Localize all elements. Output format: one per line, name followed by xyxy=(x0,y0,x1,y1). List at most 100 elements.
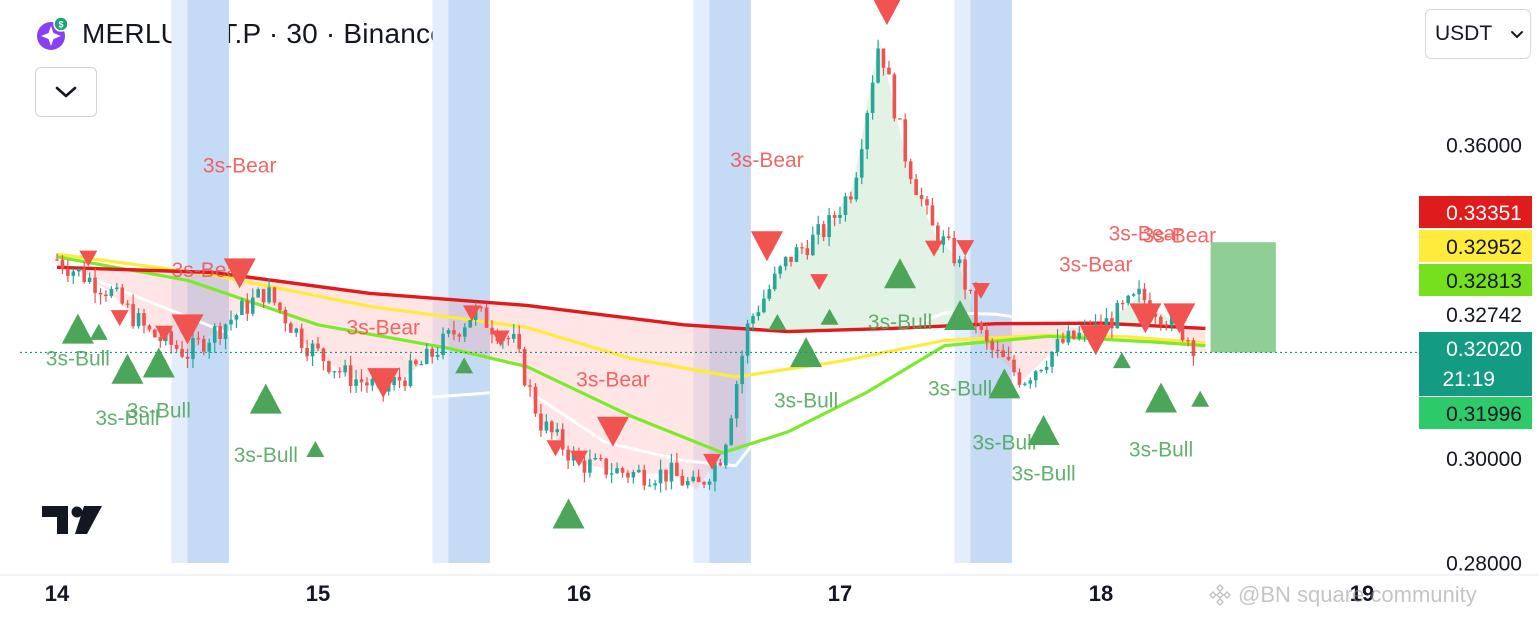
bear-signal-triangle xyxy=(223,258,256,289)
candle-bull xyxy=(310,343,315,357)
candle-bear xyxy=(185,356,190,359)
bull-signal-label: 3s-Bull xyxy=(774,389,838,412)
candle-bear xyxy=(1191,340,1196,357)
candle-bear xyxy=(995,349,1000,351)
candle-bear xyxy=(946,236,951,238)
candle-bull xyxy=(424,348,429,365)
candle-bull xyxy=(1104,318,1109,330)
candle-bear xyxy=(348,365,353,386)
candle-bear xyxy=(202,338,206,352)
candle-bear xyxy=(120,287,125,304)
bear-signal-triangle xyxy=(759,247,775,260)
bull-signal-triangle xyxy=(552,498,585,529)
currency-select[interactable]: USDT xyxy=(1425,9,1531,59)
bear-signal-triangle xyxy=(491,330,510,347)
bull-signal-triangle xyxy=(996,370,1012,382)
bull-signal-triangle xyxy=(111,353,144,384)
session-band-edge xyxy=(432,0,449,563)
bull-signal-triangle xyxy=(988,368,1021,399)
candle-bear xyxy=(66,268,70,276)
bear-signal-triangle xyxy=(924,240,943,257)
bear-signal-triangle xyxy=(750,231,783,262)
candle-bull xyxy=(1077,332,1082,339)
candle-bear xyxy=(952,237,956,264)
candle-bull xyxy=(609,473,614,475)
svg-text:$: $ xyxy=(58,20,63,30)
candle-bear xyxy=(789,256,793,262)
candle-bull xyxy=(555,429,560,433)
collapse-toggle-button[interactable] xyxy=(35,67,97,117)
candle-bear xyxy=(180,348,184,357)
bull-signal-triangle xyxy=(1036,416,1052,429)
candle-bear xyxy=(550,421,554,433)
candle-bear xyxy=(55,259,59,261)
bull-signal-label: 3s-Bull xyxy=(868,311,932,334)
candle-bull xyxy=(1044,366,1049,370)
candle-bear xyxy=(169,331,173,345)
bear-signal-triangle xyxy=(232,274,248,287)
candle-bull xyxy=(838,214,842,218)
bull-signal-triangle xyxy=(1145,382,1178,413)
candle-bear xyxy=(142,313,146,326)
bear-signal-label: 3s-Bear xyxy=(203,154,277,177)
candle-bear xyxy=(702,482,706,485)
candle-bull xyxy=(76,268,81,272)
candle-bear xyxy=(397,376,402,381)
price-label-value: 0.32020 xyxy=(1446,338,1522,361)
ma-line-red xyxy=(56,265,1206,334)
candle-bear xyxy=(1017,372,1022,385)
candle-bull xyxy=(212,326,217,343)
candle-bear xyxy=(517,333,521,349)
x-tick-label: 17 xyxy=(828,581,852,606)
candle-bear xyxy=(620,468,625,473)
candle-bear xyxy=(930,205,935,226)
candle-bull xyxy=(691,476,695,482)
candle-bull xyxy=(191,338,195,359)
candle-bull xyxy=(658,469,663,484)
candle-bear xyxy=(680,475,685,486)
candle-bull xyxy=(1023,383,1027,385)
bear-signal-triangle xyxy=(171,314,204,345)
candle-bear xyxy=(1186,340,1190,342)
candle-bull xyxy=(1039,369,1043,372)
bull-signal-triangle xyxy=(1112,352,1131,369)
price-label-box xyxy=(1419,397,1532,429)
bear-zone-fill xyxy=(72,267,746,490)
price-label-value: 0.32813 xyxy=(1446,270,1522,293)
chevron-down-icon xyxy=(1511,30,1524,38)
candle-bear xyxy=(272,287,277,303)
candle-bull xyxy=(794,247,799,262)
candle-bull xyxy=(511,333,516,339)
bull-zone-fill xyxy=(748,40,976,332)
candle-bull xyxy=(408,360,413,387)
bear-signal-triangle xyxy=(367,368,400,399)
chevron-down-icon xyxy=(55,86,77,98)
bull-signal-triangle xyxy=(151,349,167,362)
candle-bull xyxy=(588,459,592,473)
candle-bear xyxy=(261,289,266,303)
candle-bear xyxy=(327,361,331,373)
candle-bear xyxy=(484,307,489,328)
x-tick-label: 14 xyxy=(45,581,70,606)
candle-bull xyxy=(354,379,358,386)
candle-bull xyxy=(859,149,864,178)
bull-signal-triangle xyxy=(944,299,977,330)
candle-bear xyxy=(104,294,108,297)
price-label-value: 0.31996 xyxy=(1446,403,1522,426)
bull-signal-triangle xyxy=(89,323,108,340)
candle-bear xyxy=(321,348,326,362)
bull-signal-triangle xyxy=(820,308,839,325)
bull-signal-triangle xyxy=(249,383,282,414)
candle-bull xyxy=(941,236,946,245)
tradingview-logo[interactable] xyxy=(42,506,102,534)
y-tick-label: 0.30000 xyxy=(1446,448,1522,471)
candle-bull xyxy=(250,297,255,314)
bull-signal-triangle xyxy=(142,347,175,378)
candle-bear xyxy=(457,334,462,337)
candle-bear xyxy=(452,330,456,335)
candle-bull xyxy=(229,319,233,325)
bull-signal-triangle xyxy=(258,385,274,398)
bull-signal-triangle xyxy=(455,357,474,374)
candle-bear xyxy=(278,302,282,310)
